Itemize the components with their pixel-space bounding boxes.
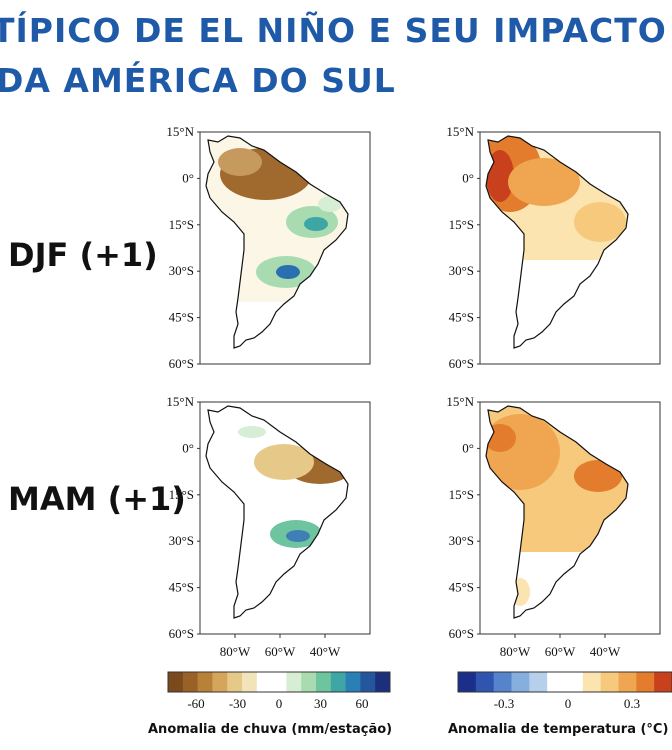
rain-colorbar-tick: 30 (314, 696, 327, 711)
latitude-label: 15°S (169, 487, 194, 502)
latitude-label: 45°S (169, 580, 194, 595)
temp-colorbar-swatch (636, 672, 655, 692)
latitude-label: 60°S (169, 356, 194, 371)
rain-colorbar-tick: -30 (229, 696, 246, 711)
temp-colorbar-label: Anomalia de temperatura (°C) (448, 722, 669, 737)
latitude-label: 0° (462, 170, 474, 185)
rain-colorbar-swatch (316, 672, 332, 692)
latitude-label: 30°S (449, 533, 474, 548)
rain-colorbar-swatch (330, 672, 347, 692)
latitude-label: 0° (182, 170, 194, 185)
latitude-label: 15°N (166, 394, 194, 409)
rain-colorbar-swatch (227, 672, 243, 692)
row-label-djf: DJF (+1) (8, 236, 158, 274)
latitude-label: 45°S (169, 310, 194, 325)
rain-colorbar-swatch (256, 672, 273, 692)
temp-colorbar-swatch (582, 672, 602, 692)
rain-colorbar-tick: 0 (276, 696, 283, 711)
latitude-label: 15°S (169, 217, 194, 232)
longitude-label: 60°W (265, 644, 296, 659)
row-label-mam: MAM (+1) (8, 480, 186, 518)
rain-colorbar-swatch (345, 672, 361, 692)
rain-colorbar-swatch (375, 672, 391, 692)
rain-colorbar-swatch (182, 672, 199, 692)
temp-colorbar-tick: 0.3 (624, 696, 640, 711)
longitude-label: 40°W (310, 644, 341, 659)
latitude-label: 15°S (449, 217, 474, 232)
longitude-label: 60°W (545, 644, 576, 659)
temp-colorbar-swatch (600, 672, 619, 692)
panel-djf-temp (479, 131, 661, 365)
latitude-label: 45°S (449, 580, 474, 595)
latitude-label: 0° (462, 440, 474, 455)
warm-anomaly (508, 158, 580, 206)
latitude-label: 15°N (166, 124, 194, 139)
rain-colorbar-swatch (197, 672, 213, 692)
temp-colorbar-swatch (511, 672, 530, 692)
dry-anomaly (254, 444, 314, 480)
rain-colorbar-swatch (271, 672, 287, 692)
temp-colorbar-swatch (475, 672, 495, 692)
title-line-1: TÍPICO DE EL NIÑO E SEU IMPACTO (0, 11, 667, 50)
axis-labels: 15°N 0° 15°S 30°S 45°S 60°S 15°N 0° 15°S 30°S 45°S… (166, 124, 621, 659)
wet-anomaly (238, 426, 266, 438)
rain-colorbar-frame (167, 671, 391, 693)
panel-djf-rain (199, 131, 371, 365)
rain-colorbar-swatch (360, 672, 376, 692)
temp-colorbar-swatch (458, 672, 477, 692)
rain-colorbar-swatch (212, 672, 228, 692)
dry-anomaly (218, 148, 262, 176)
latitude-label: 45°S (449, 310, 474, 325)
colorbars: -60 -30 0 30 60 -0.3 0 0.3 (167, 671, 672, 711)
latitude-label: 60°S (449, 356, 474, 371)
wet-anomaly (286, 530, 310, 542)
temp-colorbar-tick: -0.3 (494, 696, 515, 711)
temp-colorbar-swatch (493, 672, 512, 692)
latitude-label: 30°S (449, 263, 474, 278)
rain-colorbar-swatch (286, 672, 302, 692)
wet-anomaly (304, 217, 328, 231)
longitude-label: 40°W (590, 644, 621, 659)
longitude-label: 80°W (220, 644, 251, 659)
latitude-label: 60°S (449, 626, 474, 641)
latitude-label: 15°S (449, 487, 474, 502)
temp-colorbar-swatch (618, 672, 637, 692)
wet-anomaly (276, 265, 300, 279)
title-line-2: DA AMÉRICA DO SUL (0, 61, 396, 100)
warm-anomaly (574, 460, 622, 492)
warm-anomaly (574, 202, 626, 242)
latitude-label: 30°S (169, 533, 194, 548)
panel-mam-temp (479, 401, 661, 635)
latitude-label: 15°N (446, 124, 474, 139)
latitude-label: 30°S (169, 263, 194, 278)
rain-colorbar-label: Anomalia de chuva (mm/estação) (148, 722, 393, 737)
latitude-label: 60°S (169, 626, 194, 641)
rain-colorbar-swatch (301, 672, 317, 692)
temp-colorbar-swatch (654, 672, 672, 692)
temp-colorbar-swatch (547, 672, 566, 692)
temp-colorbar-swatch (565, 672, 584, 692)
temp-colorbar-frame (457, 671, 672, 693)
longitude-label: 80°W (500, 644, 531, 659)
rain-colorbar-swatch (242, 672, 258, 692)
latitude-label: 0° (182, 440, 194, 455)
temp-colorbar-tick: 0 (565, 696, 572, 711)
panel-mam-rain (199, 401, 371, 635)
rain-colorbar-swatch (168, 672, 184, 692)
temp-colorbar-swatch (529, 672, 548, 692)
latitude-label: 15°N (446, 394, 474, 409)
rain-colorbar-tick: 60 (356, 696, 369, 711)
rain-colorbar-tick: -60 (187, 696, 204, 711)
